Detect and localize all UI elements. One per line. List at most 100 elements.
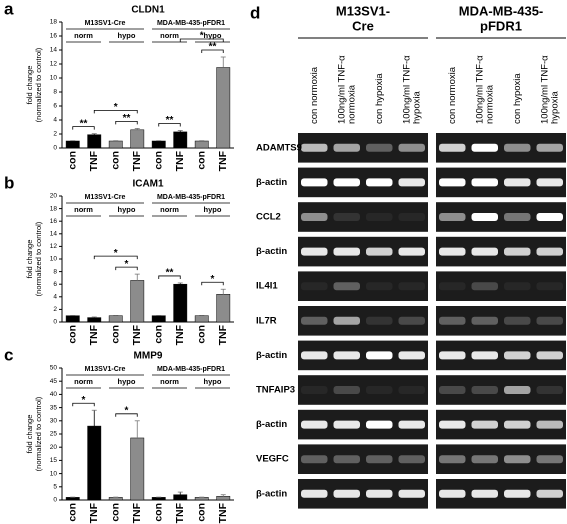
- bar: [108, 315, 123, 323]
- lane-label: con normoxia: [447, 66, 458, 124]
- gel-band: [398, 455, 425, 464]
- y-tick-label: 6: [53, 103, 57, 110]
- significance-label: *: [125, 259, 129, 270]
- bar: [87, 134, 102, 149]
- y-tick-label: 4: [53, 294, 57, 301]
- y-tick-label: 8: [53, 89, 57, 96]
- row-label: TNFAIP3: [256, 385, 295, 396]
- y-tick-label: 10: [50, 256, 58, 263]
- gel-band: [471, 143, 498, 152]
- lane-label: normoxia: [346, 84, 357, 124]
- gel-band: [366, 455, 393, 464]
- gel-band: [366, 420, 393, 429]
- gel-strip: [298, 375, 428, 405]
- x-tick-label: TNF: [88, 502, 100, 523]
- y-tick-label: 30: [50, 418, 58, 425]
- gel-band: [301, 178, 328, 187]
- gel-band: [536, 316, 563, 325]
- condition-label: norm: [160, 377, 179, 386]
- gel-band: [366, 351, 393, 360]
- gel-band: [439, 489, 466, 498]
- gel-band: [504, 455, 531, 464]
- bar: [108, 497, 123, 501]
- gel-band: [366, 282, 393, 291]
- bar: [65, 497, 80, 501]
- gel-band: [536, 455, 563, 464]
- y-axis-label: fold change: [25, 240, 34, 279]
- x-tick-label: con: [110, 325, 122, 344]
- condition-label: norm: [74, 31, 93, 40]
- significance-bracket: [72, 402, 95, 407]
- y-tick-label: 18: [50, 19, 58, 26]
- row-label: β-actin: [256, 488, 287, 499]
- gel-band: [301, 316, 328, 325]
- gel-band: [439, 455, 466, 464]
- y-tick-label: 50: [50, 365, 58, 372]
- gel-band: [471, 455, 498, 464]
- y-tick-label: 15: [50, 457, 58, 464]
- gel-band: [398, 420, 425, 429]
- significance-label: *: [200, 31, 204, 42]
- y-axis-label: fold change: [25, 415, 34, 454]
- gel-band: [439, 143, 466, 152]
- gel-band: [471, 316, 498, 325]
- y-tick-label: 2: [53, 306, 57, 313]
- gel-band: [366, 213, 393, 221]
- gel-band: [333, 282, 360, 291]
- gel-band: [398, 143, 425, 152]
- condition-label: norm: [74, 377, 93, 386]
- group-label: M13SV1-Cre: [85, 194, 126, 201]
- gel-strip: [298, 271, 428, 301]
- gel-band: [333, 316, 360, 325]
- gel-band: [504, 143, 531, 152]
- bar: [65, 315, 80, 323]
- significance-bracket: [72, 126, 95, 130]
- gel-band: [439, 351, 466, 360]
- significance-bracket: [115, 121, 138, 125]
- gel-band: [504, 213, 531, 221]
- x-tick-label: con: [196, 325, 208, 344]
- group-label: MDA-MB-435-pFDR1: [157, 366, 225, 373]
- gel-band: [301, 143, 328, 152]
- y-axis-label: (normalized to control): [34, 47, 43, 122]
- lane-label: 100ng/ml TNF-α: [401, 55, 412, 124]
- y-axis-label: (normalized to control): [34, 396, 43, 471]
- group-label: M13SV1-Cre: [85, 366, 126, 373]
- gel-band: [333, 455, 360, 464]
- x-tick-label: con: [110, 503, 122, 522]
- lane-label: con normoxia: [309, 66, 320, 124]
- bar: [151, 497, 166, 501]
- row-label: VEGFC: [256, 454, 289, 465]
- significance-bracket: [158, 275, 181, 279]
- y-axis-label: fold change: [25, 66, 34, 105]
- gel-band: [471, 213, 498, 221]
- lane-label: 100ng/ml TNF-α: [336, 55, 347, 124]
- gel-band: [504, 316, 531, 325]
- y-tick-label: 12: [50, 61, 58, 68]
- lane-label: normoxia: [484, 84, 495, 124]
- y-tick-label: 14: [50, 231, 58, 238]
- x-tick-label: con: [67, 325, 79, 344]
- chart-title: MMP9: [134, 351, 163, 362]
- lane-label: hypoxia: [411, 91, 422, 124]
- lane-label: con hypoxia: [374, 73, 385, 124]
- gel-band: [398, 386, 425, 394]
- significance-label: *: [211, 274, 215, 285]
- y-tick-label: 12: [50, 243, 58, 250]
- x-tick-label: TNF: [217, 150, 229, 171]
- y-tick-label: 0: [53, 497, 57, 504]
- y-tick-label: 16: [50, 218, 58, 225]
- condition-label: hypo: [204, 31, 222, 40]
- x-tick-label: con: [67, 503, 79, 522]
- gel-band: [301, 386, 328, 394]
- group-label: pFDR1: [480, 18, 522, 33]
- row-label: β-actin: [256, 246, 287, 257]
- gel-band: [504, 247, 531, 256]
- significance-bracket: [179, 38, 224, 42]
- gel-band: [366, 143, 393, 152]
- y-tick-label: 4: [53, 117, 57, 124]
- x-tick-label: con: [153, 151, 165, 170]
- x-tick-label: TNF: [174, 324, 186, 345]
- gel-band: [366, 247, 393, 256]
